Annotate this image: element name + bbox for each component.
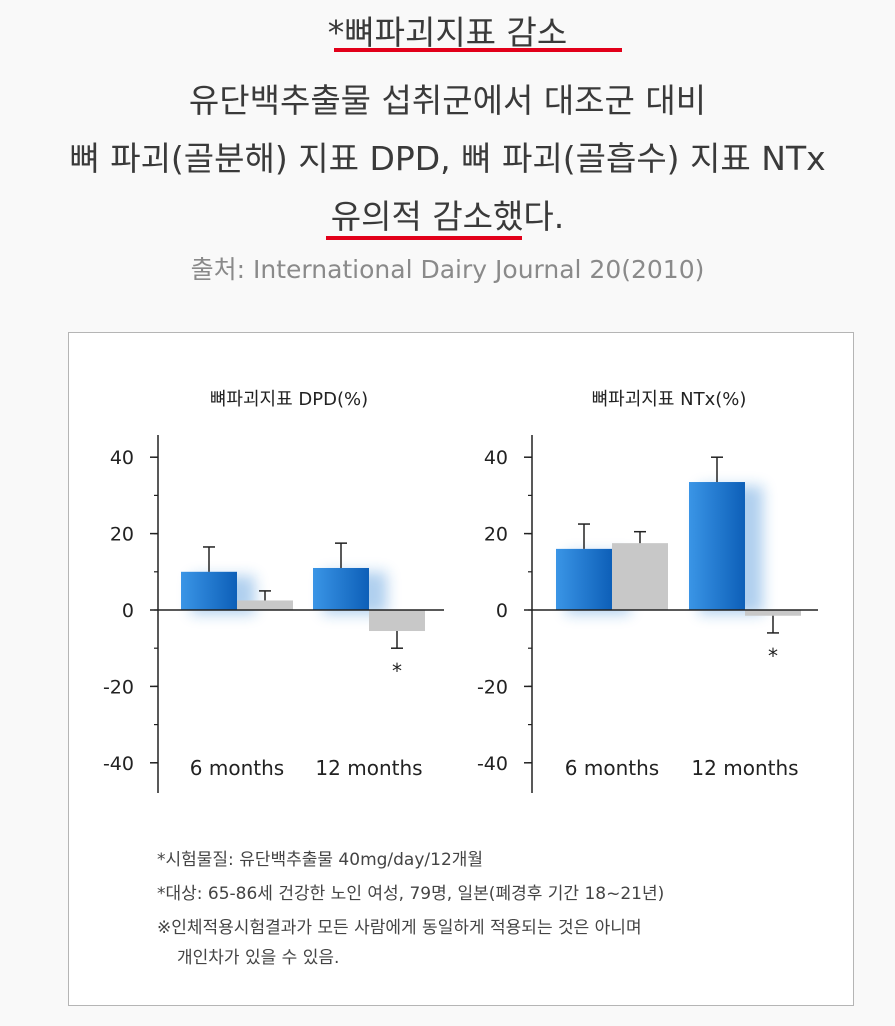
heading-underline: [334, 48, 622, 52]
summary-line-3: 유의적 감소했다.: [330, 197, 565, 236]
bar-series-2: [369, 610, 425, 632]
significance-mark: *: [768, 644, 778, 668]
note-test-material: *시험물질: 유단백추출물 40mg/day/12개월: [157, 850, 484, 870]
bar-series-1: [181, 571, 237, 610]
summary-line-1: 유단백추출물 섭취군에서 대조군 대비: [188, 81, 707, 120]
bar-series-2: [612, 543, 668, 610]
bar-charts: 뼈파괴지표 DPD(%) 40 20 0 -20 -40 6 months 12 months…: [103, 389, 818, 793]
y-tick-label: -40: [477, 753, 508, 775]
bar-series-1: [556, 548, 612, 610]
chart-2: 뼈파괴지표 NTx(%) 40 20 0 -20 -40 6 months 12 months…: [477, 389, 818, 793]
y-tick-label: 0: [122, 600, 134, 622]
bar-series-1: [313, 567, 369, 610]
chart-title: 뼈파괴지표 NTx(%): [592, 389, 747, 410]
bar-series-2: [745, 610, 801, 616]
note-subjects: *대상: 65-86세 건강한 노인 여성, 79명, 일본(폐경후 기간 18…: [157, 884, 665, 904]
y-tick-label: -20: [103, 676, 134, 698]
significance-mark: *: [392, 659, 402, 683]
chart-title: 뼈파괴지표 DPD(%): [210, 389, 368, 410]
y-tick-label: 20: [484, 524, 508, 546]
note-disclaimer-cont: 개인차가 있을 수 있음.: [177, 948, 340, 968]
y-tick-label: 40: [110, 447, 134, 469]
note-disclaimer: ※인체적용시험결과가 모든 사람에게 동일하게 적용되는 것은 아니며: [157, 918, 642, 938]
category-label: 12 months: [691, 756, 798, 780]
chart-1: 뼈파괴지표 DPD(%) 40 20 0 -20 -40 6 months 12 months…: [103, 389, 444, 793]
category-label: 6 months: [190, 756, 284, 780]
bar-series-1: [689, 482, 745, 610]
bar-series-2: [237, 600, 293, 610]
summary-line-2: 뼈 파괴(골분해) 지표 DPD, 뼈 파괴(골흡수) 지표 NTx: [69, 139, 826, 178]
y-tick-label: -20: [477, 676, 508, 698]
y-tick-label: 40: [484, 447, 508, 469]
y-tick-label: 0: [496, 600, 508, 622]
y-tick-label: -40: [103, 753, 134, 775]
chart-panel: 뼈파괴지표 DPD(%) 40 20 0 -20 -40 6 months 12 months…: [68, 332, 854, 1006]
source-citation: 출처: International Dairy Journal 20(2010): [190, 255, 705, 284]
y-tick-label: 20: [110, 524, 134, 546]
page-heading: *뼈파괴지표 감소: [327, 13, 568, 52]
category-label: 6 months: [565, 756, 659, 780]
result-underline: [326, 236, 522, 240]
category-label: 12 months: [315, 756, 422, 780]
